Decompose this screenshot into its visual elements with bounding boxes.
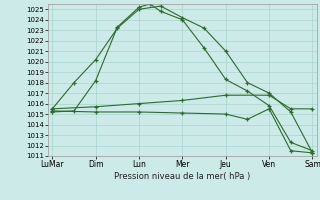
X-axis label: Pression niveau de la mer( hPa ): Pression niveau de la mer( hPa ) bbox=[114, 172, 251, 181]
